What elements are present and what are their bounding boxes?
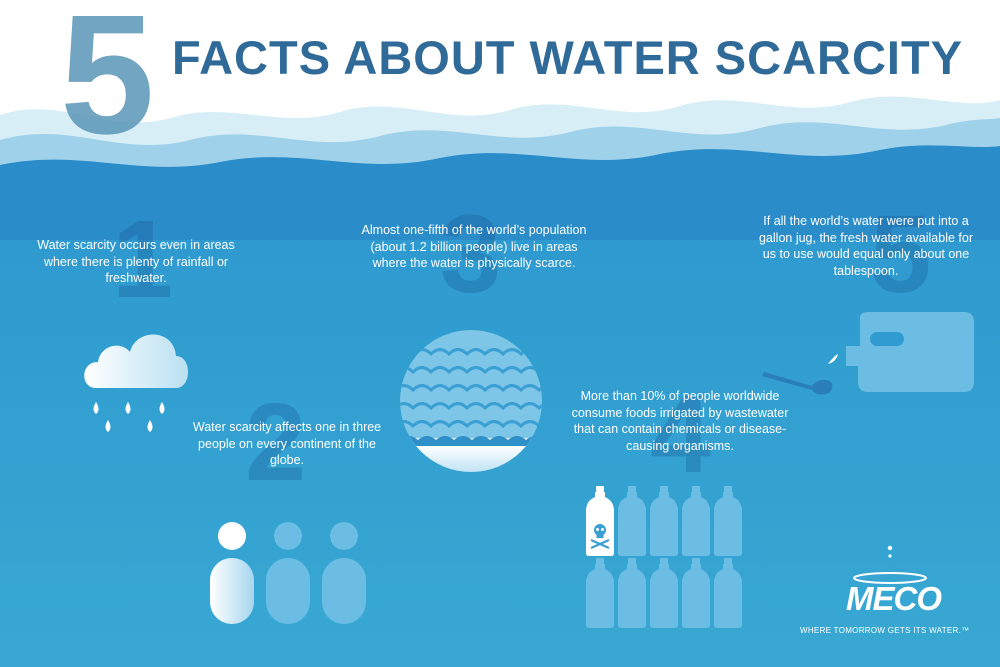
- page-title: FACTS ABOUT WATER SCARCITY: [172, 31, 964, 84]
- rain-cloud-icon: [84, 334, 188, 432]
- fact-2-number: 2: [245, 381, 307, 504]
- skull-icon: [590, 524, 610, 550]
- jug-spoon-icon: [762, 312, 974, 395]
- fact-3-number: 3: [440, 193, 502, 316]
- fact-3-text: Almost one-fifth of the world’s populati…: [361, 223, 587, 270]
- fact-4-text: More than 10% of people worldwide consum…: [571, 389, 789, 453]
- fact-4-number: 4: [650, 373, 712, 496]
- fact-1-number: 1: [112, 198, 174, 321]
- logo-wordmark: MECO: [846, 580, 942, 617]
- water-globe-icon: [400, 330, 542, 472]
- contaminated-bottles-icon: [586, 486, 742, 628]
- fact-1-text: Water scarcity occurs even in areas wher…: [37, 238, 235, 285]
- logo-tagline: WHERE TOMORROW GETS ITS WATER.™: [800, 626, 970, 635]
- people-icon: [210, 522, 366, 624]
- meco-logo-icon: [853, 545, 927, 584]
- fact-5-number: 5: [870, 193, 932, 316]
- header-number: 5: [60, 0, 155, 170]
- fact-2-text: Water scarcity affects one in three peop…: [192, 420, 382, 467]
- fact-5-text: If all the world’s water were put into a…: [758, 214, 973, 278]
